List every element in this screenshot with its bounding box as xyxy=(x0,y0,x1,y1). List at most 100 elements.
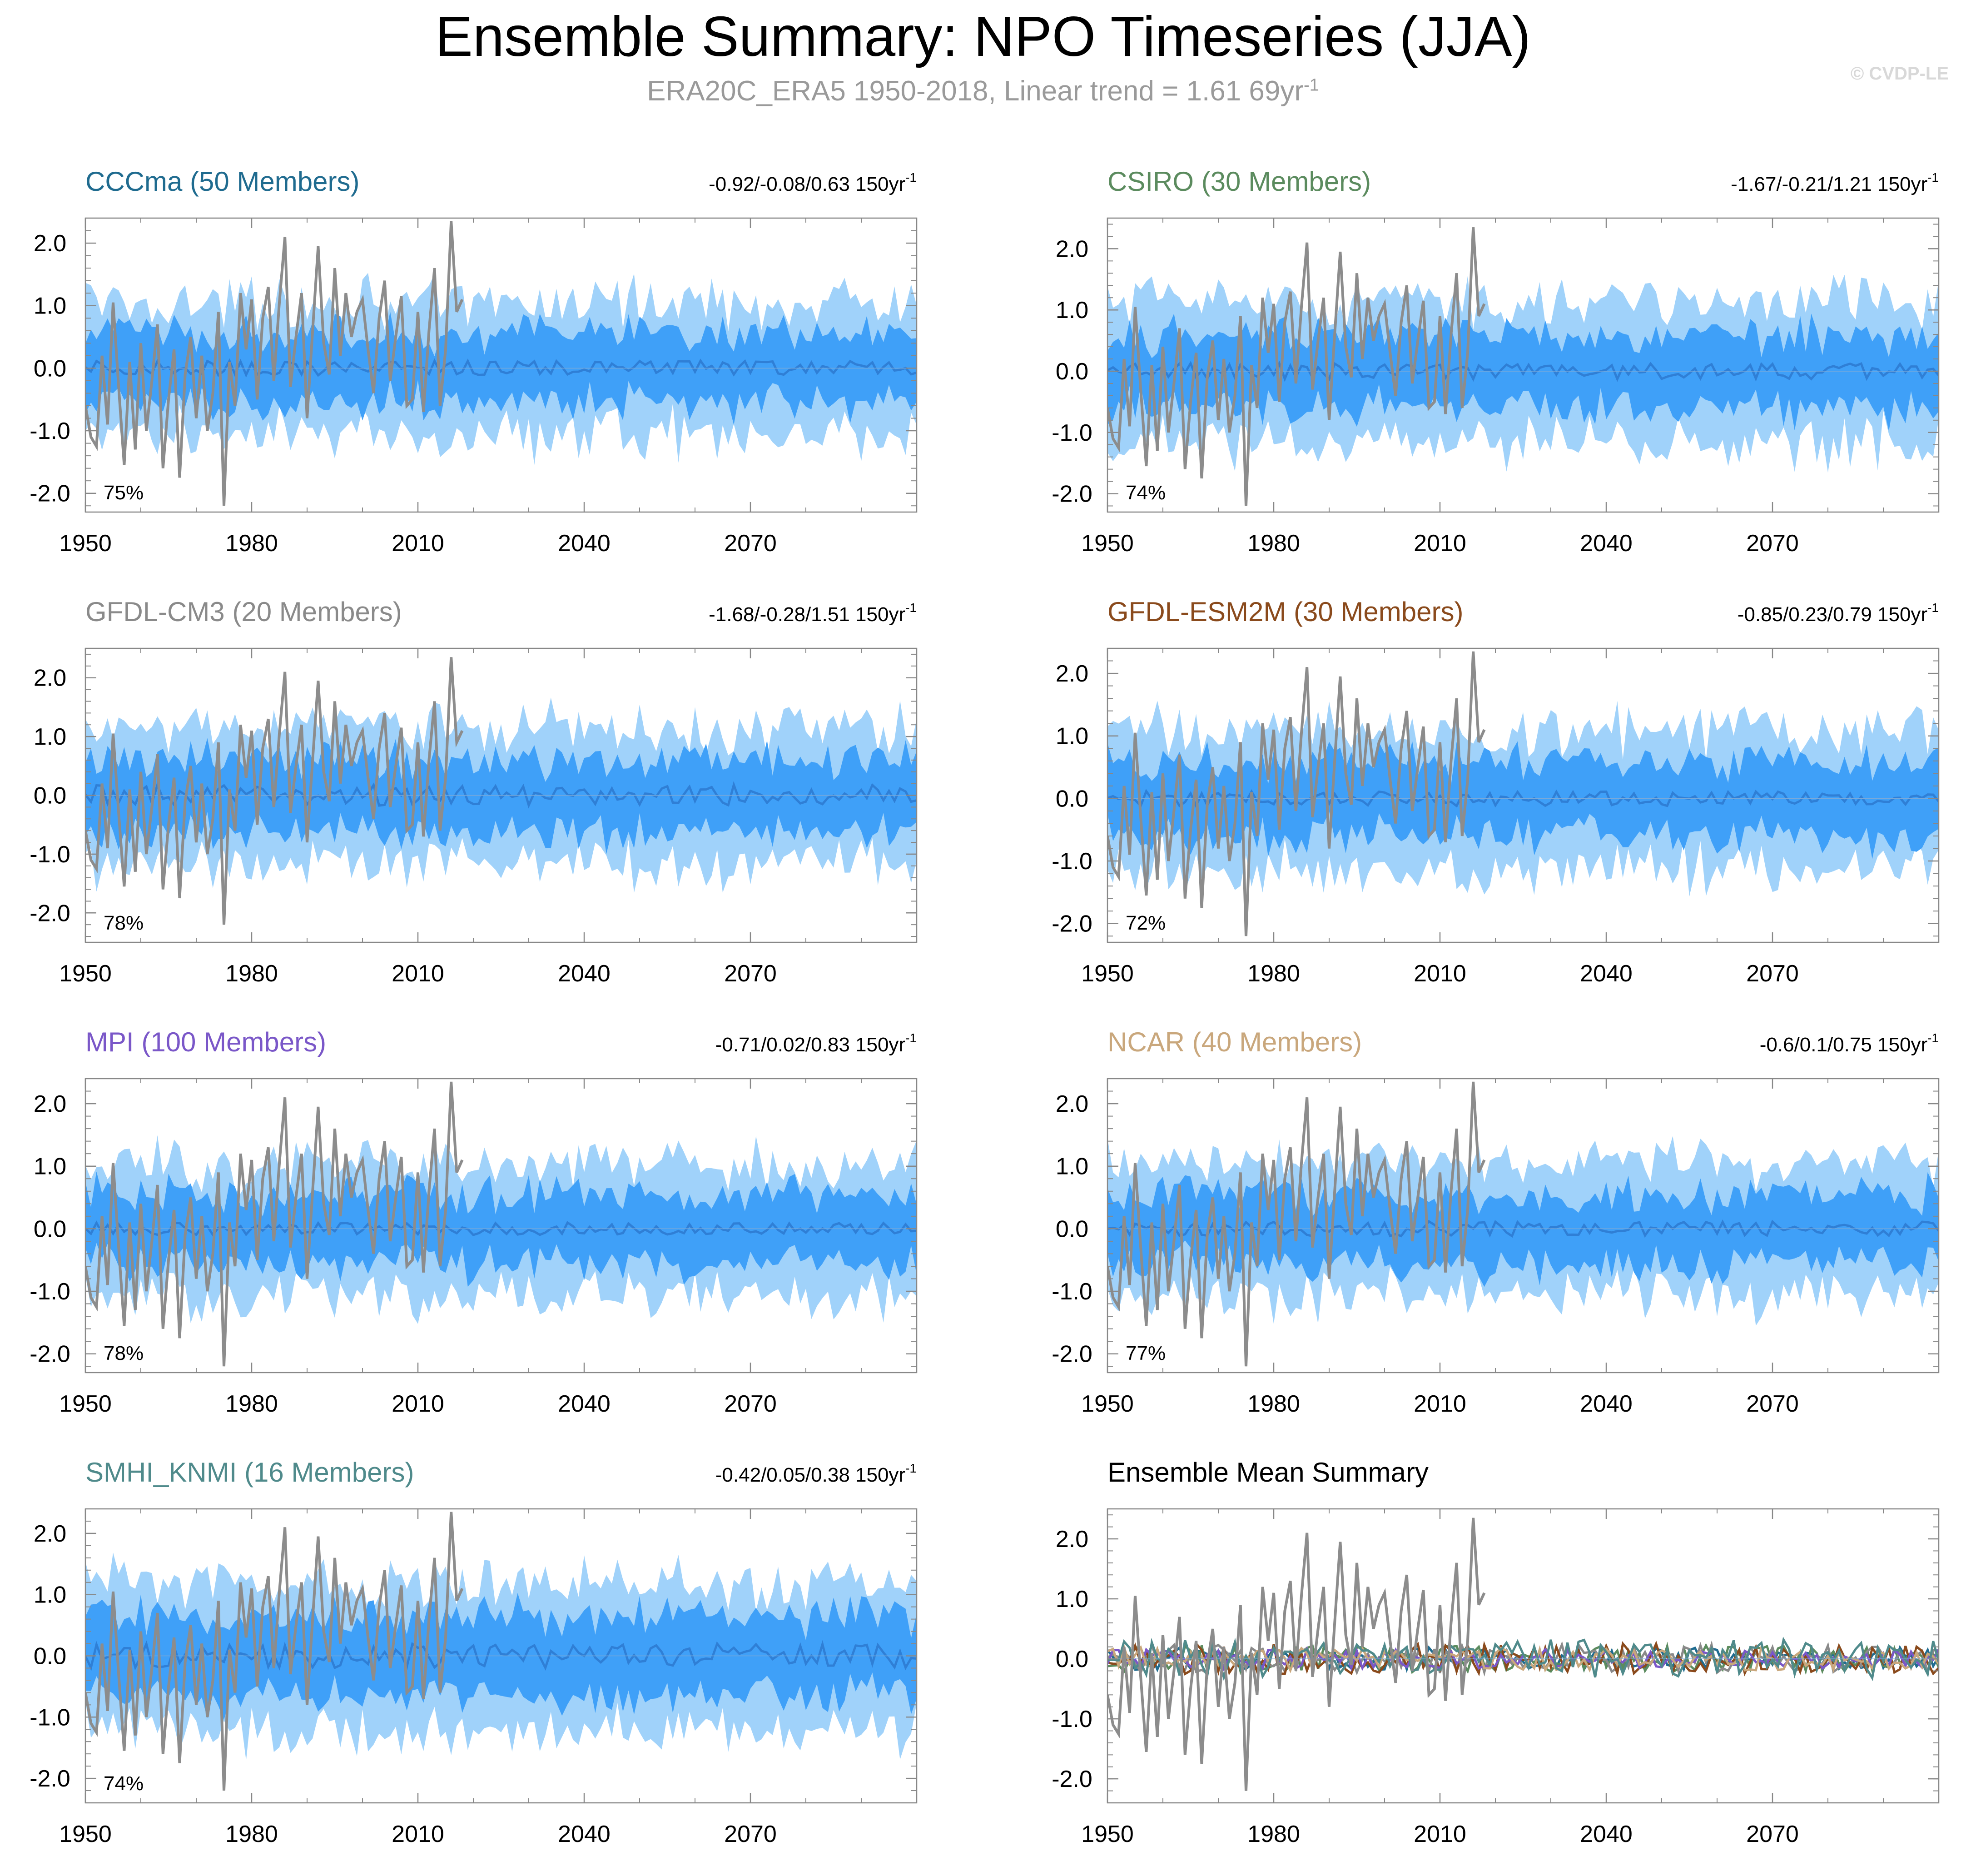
x-tick-label: 2010 xyxy=(1414,530,1466,557)
y-tick-label: -2.0 xyxy=(1052,1766,1092,1792)
figure-title: Ensemble Summary: NPO Timeseries (JJA) xyxy=(435,5,1531,68)
subtitle-superscript: -1 xyxy=(1304,75,1319,95)
y-tick-label: 1.0 xyxy=(34,293,66,319)
panel-title: GFDL-CM3 (20 Members) xyxy=(85,597,402,627)
y-tick-label: 2.0 xyxy=(1056,1526,1088,1553)
panel-cccma: 2.0 1.0 0.0 -1.0 -2.0 1950 1980 2010 2040 2070 CCC… xyxy=(30,166,918,557)
panel-title: NCAR (40 Members) xyxy=(1107,1027,1362,1057)
x-tick-label: 2040 xyxy=(558,1821,611,1847)
panel-title: Ensemble Mean Summary xyxy=(1107,1457,1429,1488)
x-tick-label: 2040 xyxy=(558,960,611,987)
panel-trend-label: -1.68/-0.28/1.51 150yr-1 xyxy=(709,601,917,626)
plot-area xyxy=(1107,1081,1939,1367)
plot-frame xyxy=(1107,1078,1940,1373)
ensemble-mean-line xyxy=(85,358,917,378)
observations-line xyxy=(1107,651,1486,936)
y-tick-label: 0.0 xyxy=(34,1216,66,1242)
y-tick-label: 0.0 xyxy=(1056,1646,1088,1672)
x-tick-label: 2070 xyxy=(724,530,777,557)
plot-area xyxy=(1107,227,1939,506)
x-tick-label: 2070 xyxy=(1746,1821,1799,1847)
y-tick-label: 0.0 xyxy=(34,355,66,382)
x-tick-label: 2070 xyxy=(724,960,777,987)
observations-line xyxy=(85,657,464,925)
plot-area xyxy=(85,1512,917,1791)
plot-frame xyxy=(1107,217,1940,513)
y-tick-label: 1.0 xyxy=(1056,297,1088,323)
plot-area xyxy=(1107,651,1939,936)
panel-trend-label: -0.42/0.05/0.38 150yr-1 xyxy=(715,1461,917,1486)
trend-value: -1.67/-0.21/1.21 150yr xyxy=(1731,173,1927,195)
x-tick-label: 2070 xyxy=(724,1391,777,1417)
panel-trend-label: -0.85/0.23/0.79 150yr-1 xyxy=(1738,601,1939,626)
x-tick-label: 2010 xyxy=(392,530,444,557)
x-tick-label: 2010 xyxy=(392,1821,444,1847)
inner-range-band xyxy=(85,1593,917,1720)
x-tick-label: 1980 xyxy=(1247,530,1300,557)
y-tick-label: -1.0 xyxy=(30,1704,70,1731)
panel-title: SMHI_KNMI (16 Members) xyxy=(85,1457,414,1488)
panel-mpi: 2.0 1.0 0.0 -1.0 -2.0 1950 1980 2010 2040 2070 MPI… xyxy=(30,1027,918,1417)
x-tick-label: 2040 xyxy=(558,530,611,557)
trend-value: -0.85/0.23/0.79 150yr xyxy=(1738,603,1927,626)
x-tick-label: 2070 xyxy=(1746,960,1799,987)
trend-value: -1.68/-0.28/1.51 150yr xyxy=(709,603,905,626)
x-tick-label: 1950 xyxy=(59,1821,112,1847)
x-tick-label: 1950 xyxy=(59,530,112,557)
observations-line xyxy=(1107,1081,1486,1367)
y-tick-label: -1.0 xyxy=(1052,1706,1092,1732)
x-tick-label: 2040 xyxy=(1580,530,1633,557)
x-tick-label: 2010 xyxy=(1414,1821,1466,1847)
y-tick-label: 1.0 xyxy=(34,724,66,750)
plot-frame xyxy=(84,217,918,513)
trend-superscript: -1 xyxy=(1927,170,1939,184)
percent-label: 77% xyxy=(1126,1342,1166,1364)
y-tick-label: 1.0 xyxy=(1056,723,1088,750)
panel-trend-label: -0.6/0.1/0.75 150yr-1 xyxy=(1760,1031,1939,1056)
y-tick-label: -1.0 xyxy=(1052,848,1092,875)
x-tick-label: 1980 xyxy=(1247,1391,1300,1417)
panel-gfdl-esm2m: 2.0 1.0 0.0 -1.0 -2.0 1950 1980 2010 2040 2070 GFD… xyxy=(1052,597,1940,987)
trend-value: -0.42/0.05/0.38 150yr xyxy=(715,1464,905,1486)
y-tick-label: -2.0 xyxy=(30,481,70,507)
panel-title: CSIRO (30 Members) xyxy=(1107,166,1371,197)
ensemble-mean-line xyxy=(1107,1219,1939,1238)
ensemble-mean-line xyxy=(85,1640,917,1671)
y-tick-label: 2.0 xyxy=(34,1521,66,1547)
y-tick-label: 2.0 xyxy=(34,1091,66,1117)
observations-line xyxy=(85,1512,464,1791)
x-tick-label: 1950 xyxy=(1081,1391,1134,1417)
y-tick-label: -2.0 xyxy=(30,1341,70,1368)
plot-area xyxy=(1107,1518,1939,1791)
percent-label: 75% xyxy=(104,482,144,504)
plot-frame xyxy=(84,1078,918,1373)
x-tick-label: 1980 xyxy=(1247,1821,1300,1847)
trend-superscript: -1 xyxy=(905,601,917,615)
trend-superscript: -1 xyxy=(1927,1031,1939,1045)
x-tick-label: 2010 xyxy=(392,1391,444,1417)
mean-line-gfdl-cm3 xyxy=(1107,1640,1939,1677)
y-tick-label: 2.0 xyxy=(1056,1091,1088,1117)
y-tick-label: -1.0 xyxy=(30,1279,70,1305)
trend-superscript: -1 xyxy=(905,1461,917,1475)
subtitle-text: ERA20C_ERA5 1950-2018, Linear trend = 1.… xyxy=(647,75,1304,107)
plot-frame xyxy=(1107,1508,1940,1804)
x-tick-label: 1980 xyxy=(225,1821,278,1847)
x-tick-label: 2040 xyxy=(558,1391,611,1417)
x-tick-label: 1980 xyxy=(1247,960,1300,987)
figure-subtitle: ERA20C_ERA5 1950-2018, Linear trend = 1.… xyxy=(0,75,1966,107)
y-tick-label: 2.0 xyxy=(34,665,66,692)
y-tick-label: -2.0 xyxy=(1052,481,1092,508)
x-tick-label: 2040 xyxy=(1580,960,1633,987)
y-tick-label: 1.0 xyxy=(34,1582,66,1608)
y-tick-label: 0.0 xyxy=(1056,1216,1088,1242)
y-tick-label: 1.0 xyxy=(34,1154,66,1180)
trend-value: -0.92/-0.08/0.63 150yr xyxy=(709,173,905,195)
copyright-watermark: © CVDP-LE xyxy=(1850,64,1949,84)
y-tick-label: -1.0 xyxy=(30,841,70,868)
y-tick-label: 1.0 xyxy=(1056,1586,1088,1612)
x-tick-label: 1950 xyxy=(1081,1821,1134,1847)
y-tick-label: 1.0 xyxy=(1056,1154,1088,1180)
x-tick-label: 1950 xyxy=(59,1391,112,1417)
x-tick-label: 2040 xyxy=(1580,1391,1633,1417)
